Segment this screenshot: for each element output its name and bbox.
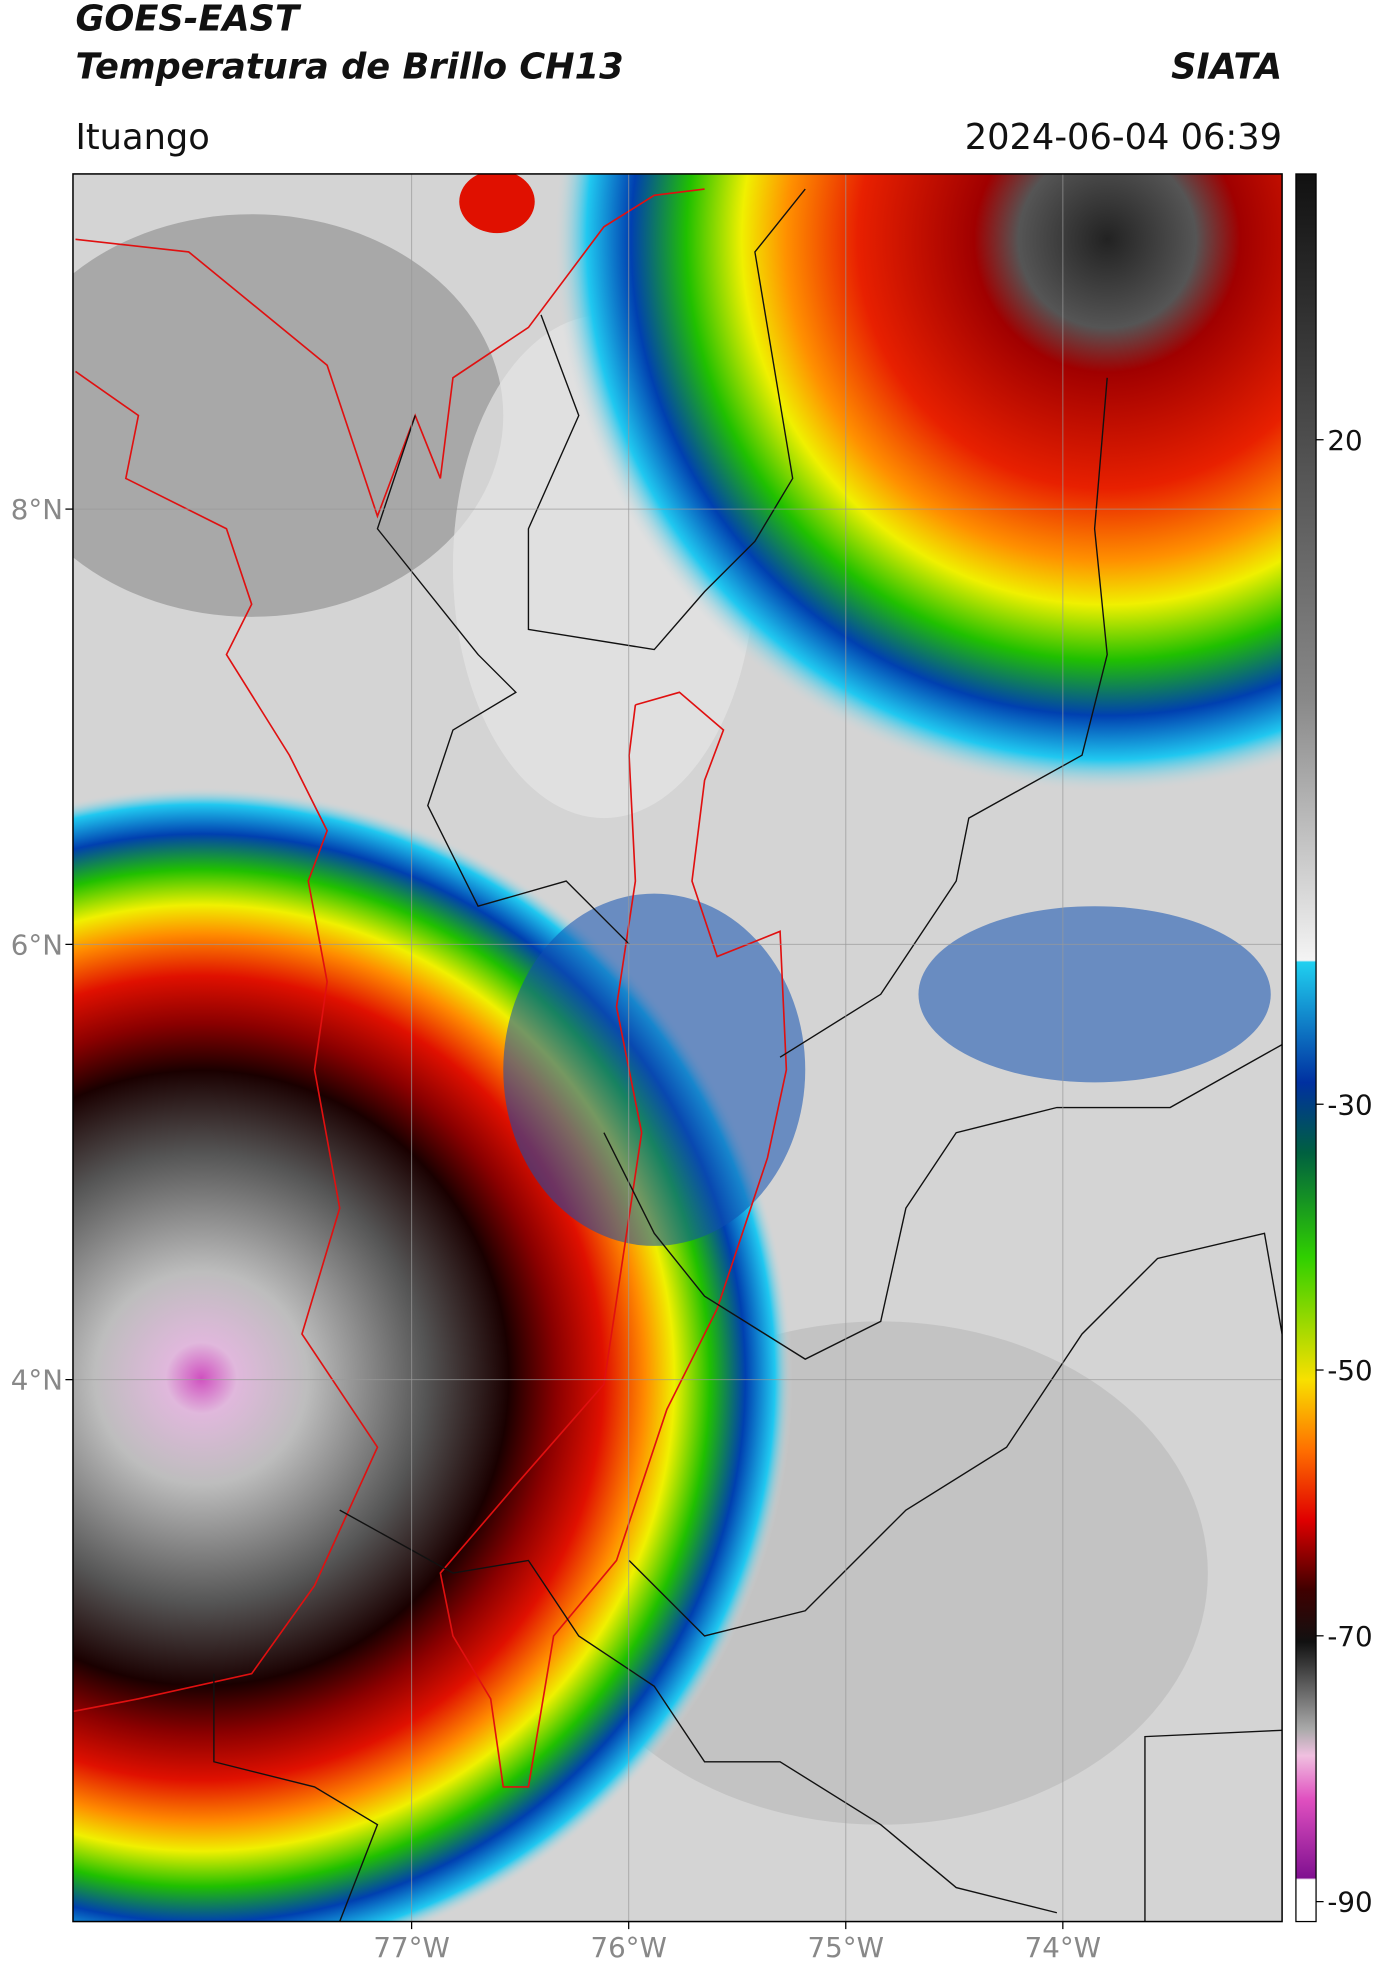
map-frame — [72, 173, 1283, 1923]
x-tick-label: 76°W — [590, 1931, 666, 1964]
colorbar-tick-label: 20 — [1327, 424, 1362, 457]
x-tick-label: 74°W — [1025, 1931, 1101, 1964]
colorbar-tick-label: -50 — [1327, 1354, 1372, 1387]
y-tick-label: 4°N — [11, 1364, 63, 1397]
colorbar — [1295, 173, 1317, 1923]
brand: SIATA — [1171, 46, 1282, 87]
grid — [72, 173, 1283, 1922]
x-tick-label: 75°W — [808, 1931, 884, 1964]
colorbar-tick-label: -70 — [1327, 1620, 1372, 1653]
location: Ituango — [75, 117, 209, 158]
y-tick-label: 8°N — [11, 493, 63, 526]
datetime: 2024-06-04 06:39 — [965, 117, 1282, 158]
title-line1: GOES-EAST — [75, 0, 302, 40]
x-tick-label: 77°W — [373, 1931, 449, 1964]
title-line2: Temperatura de Brillo CH13 — [75, 46, 623, 87]
y-tick-label: 6°N — [11, 928, 63, 961]
colorbar-tick-label: -30 — [1327, 1088, 1372, 1121]
colorbar-tick-label: -90 — [1327, 1886, 1372, 1919]
